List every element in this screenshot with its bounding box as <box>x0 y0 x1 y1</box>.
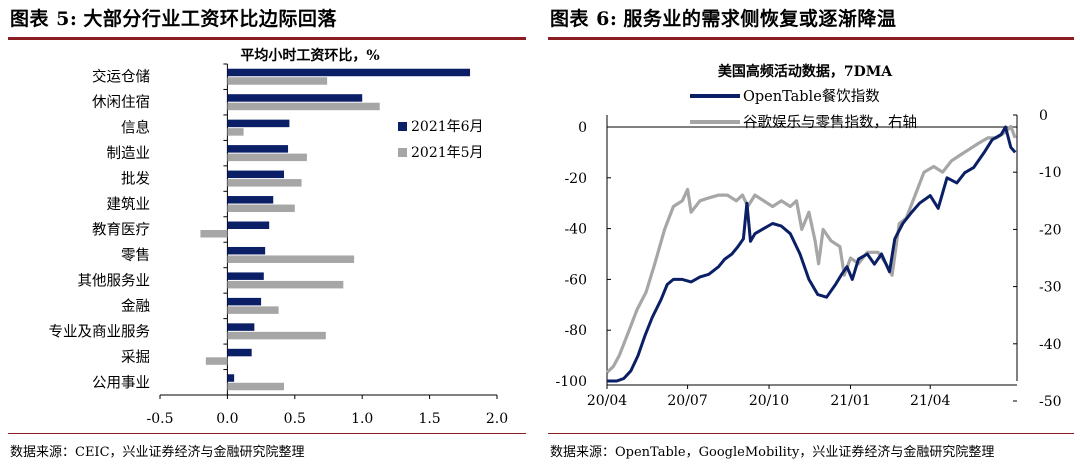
bar-x-tick-label-5: 2.0 <box>486 411 508 427</box>
bar-jun-10 <box>227 323 255 331</box>
right-source-note: 数据来源：OpenTable，GoogleMobility，兴业证券经济与金融研… <box>550 445 995 460</box>
bar-jun-2 <box>227 119 290 128</box>
bar-category-label-0: 交运仓储 <box>92 68 150 86</box>
left-title-rule <box>8 37 526 40</box>
bar-may-4 <box>227 179 302 187</box>
line-chart: 美国高频活动数据，7DMA 0 -20 -40 -60 -80 -100 0 -10 -20 -30… <box>556 63 1062 410</box>
left-y-tick-label-4: -80 <box>564 323 587 339</box>
right-figure-heading: 服务业的需求侧恢复或逐渐降温 <box>623 8 897 30</box>
bar-may-0 <box>227 77 328 85</box>
bar-may-9 <box>227 306 279 314</box>
line-legend-label-0: OpenTable餐饮指数 <box>743 88 880 105</box>
right-bottom-rule <box>548 433 1074 434</box>
legend-label-1: 2021年5月 <box>411 145 484 161</box>
left-y-tick-label-1: -20 <box>564 171 587 187</box>
bar-category-label-1: 休闲住宿 <box>92 94 150 111</box>
right-y-tick-label-3: -30 <box>1039 280 1062 296</box>
right-y-tick-label-2: -20 <box>1039 222 1062 238</box>
left-y-tick-label-5: -100 <box>556 374 587 390</box>
x-tick-label-0: 20/04 <box>587 393 627 409</box>
right-title-rule <box>548 37 1074 40</box>
bar-may-5 <box>227 204 295 213</box>
bar-may-2 <box>227 128 244 136</box>
bar-category-label-5: 建筑业 <box>107 196 151 213</box>
left-figure-label: 图表 5: <box>10 8 78 30</box>
bar-category-label-10: 专业及商业服务 <box>49 323 151 340</box>
bar-category-label-9: 金融 <box>121 298 150 315</box>
left-figure-heading: 大部分行业工资环比边际回落 <box>83 8 337 30</box>
right-y-tick-label-1: -10 <box>1039 165 1062 181</box>
bar-category-label-7: 零售 <box>121 247 150 264</box>
bar-category-label-2: 信息 <box>121 120 150 137</box>
bar-x-tick-label-4: 1.5 <box>418 411 440 427</box>
bar-chart: 平均小时工资环比，% -0.5 0.0 0.5 1.0 1.5 2.0 交运仓储休闲住宿信息制… <box>49 47 509 427</box>
bar-jun-1 <box>227 94 363 102</box>
left-y-tick-label-0: 0 <box>578 120 587 136</box>
left-figure-panel: 图表 5: 大部分行业工资环比边际回落 平均小时工资环比，% -0.5 0.0 0.5 1… <box>0 0 532 469</box>
left-source-note: 数据来源：CEIC，兴业证券经济与金融研究院整理 <box>10 445 305 460</box>
opentable-series-line <box>607 125 1017 383</box>
right-figure-title: 图表 6: 服务业的需求侧恢复或逐渐降温 <box>550 4 902 31</box>
bar-category-label-8: 其他服务业 <box>78 272 151 289</box>
bar-category-label-3: 制造业 <box>107 145 151 162</box>
bar-category-label-6: 教育医疗 <box>92 222 150 239</box>
bar-x-tick-label-2: 0.5 <box>284 411 306 427</box>
right-y-tick-label-5: -50 <box>1039 394 1062 410</box>
bar-chart-title: 平均小时工资环比，% <box>240 47 379 64</box>
legend-swatch-0 <box>398 122 407 131</box>
bar-jun-5 <box>227 196 274 204</box>
right-y-tick-label-0: 0 <box>1039 108 1048 124</box>
bar-may-1 <box>227 102 380 111</box>
line-legend-label-1: 谷歌娱乐与零售指数，右轴 <box>743 114 917 131</box>
bar-jun-4 <box>227 170 285 179</box>
legend-swatch-1 <box>398 148 407 157</box>
bar-may-6 <box>200 230 228 238</box>
bar-jun-6 <box>227 221 270 229</box>
right-figure-panel: 图表 6: 服务业的需求侧恢复或逐渐降温 美国高频活动数据，7DMA 0 -20 -40… <box>540 0 1080 469</box>
bar-jun-11 <box>227 348 252 357</box>
google-series-line <box>605 124 1017 374</box>
bar-jun-9 <box>227 297 262 306</box>
bar-jun-7 <box>227 246 266 255</box>
left-y-tick-label-2: -40 <box>564 222 587 238</box>
bar-may-7 <box>227 255 355 263</box>
bar-jun-3 <box>227 145 289 153</box>
bar-category-label-12: 公用事业 <box>92 374 150 391</box>
bar-may-8 <box>227 280 344 289</box>
bar-jun-12 <box>227 374 235 382</box>
bar-x-tick-label-0: -0.5 <box>147 411 174 427</box>
bar-may-10 <box>227 331 326 340</box>
x-tick-label-2: 20/10 <box>749 393 789 409</box>
bar-may-11 <box>205 357 228 365</box>
bar-category-label-4: 批发 <box>121 171 150 188</box>
bar-category-label-11: 采掘 <box>121 349 150 366</box>
left-figure-title: 图表 5: 大部分行业工资环比边际回落 <box>10 4 343 31</box>
bar-x-tick-label-3: 1.0 <box>351 411 373 427</box>
x-tick-label-1: 20/07 <box>667 393 707 409</box>
bar-may-3 <box>227 153 307 162</box>
bar-may-12 <box>227 382 285 391</box>
right-y-tick-label-4: -40 <box>1039 337 1062 353</box>
line-chart-title: 美国高频活动数据，7DMA <box>718 63 893 80</box>
x-tick-label-4: 21/04 <box>910 393 950 409</box>
bar-x-tick-label-1: 0.0 <box>216 411 238 427</box>
left-bottom-rule <box>8 433 526 434</box>
bar-jun-0 <box>227 68 471 77</box>
bar-jun-8 <box>227 272 264 280</box>
legend-label-0: 2021年6月 <box>411 119 484 135</box>
right-figure-label: 图表 6: <box>550 8 618 30</box>
x-tick-label-3: 21/01 <box>830 393 870 409</box>
left-y-tick-label-3: -60 <box>564 272 587 288</box>
